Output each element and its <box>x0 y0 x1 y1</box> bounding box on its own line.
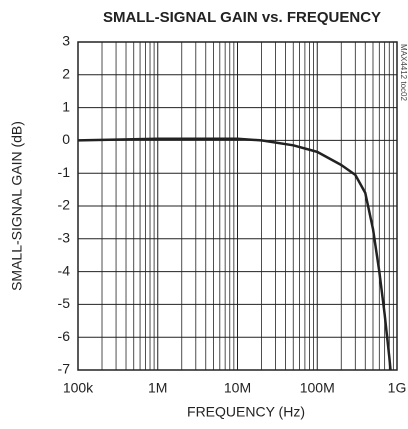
y-tick-label: -2 <box>58 197 71 213</box>
x-tick-label: 1G <box>388 380 407 396</box>
data-line <box>77 137 392 371</box>
y-tick-label: -4 <box>58 262 71 278</box>
y-tick-label: -6 <box>58 328 71 344</box>
y-tick-label: 2 <box>62 66 70 82</box>
side-note: MAX4412 toc02 <box>399 44 408 101</box>
y-tick-label: -3 <box>58 230 71 246</box>
x-tick-label: 100M <box>300 380 335 396</box>
y-tick-label: -5 <box>58 295 71 311</box>
x-tick-label: 1M <box>148 380 167 396</box>
chart-title: SMALL-SIGNAL GAIN vs. FREQUENCY <box>103 9 381 26</box>
x-axis-label: FREQUENCY (Hz) <box>187 404 305 420</box>
y-tick-label: -1 <box>58 164 71 180</box>
x-tick-label: 10M <box>224 380 251 396</box>
plot-frame <box>77 41 398 371</box>
y-axis-label: SMALL-SIGNAL GAIN (dB) <box>9 121 25 291</box>
y-tick-label: 3 <box>62 33 70 49</box>
y-tick-label: 1 <box>62 98 70 114</box>
y-tick-label: 0 <box>62 131 70 147</box>
x-tick-label: 100k <box>63 380 94 396</box>
y-tick-label: -7 <box>58 361 71 377</box>
